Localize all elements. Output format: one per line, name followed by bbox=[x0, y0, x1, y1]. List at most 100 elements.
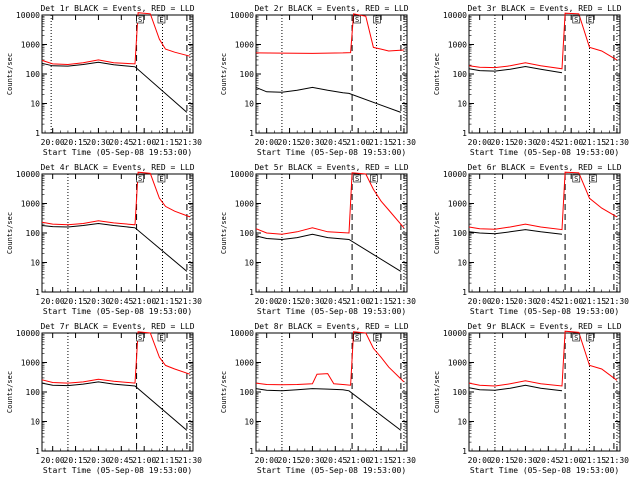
flag-label: E bbox=[159, 16, 163, 24]
series-red-lld bbox=[255, 13, 404, 54]
x-tick-label: 20:00 bbox=[255, 297, 279, 306]
flag-box bbox=[586, 333, 594, 342]
detector-panel: Det 8r BLACK = Events, RED = LLD 1 10 100 10… bbox=[220, 322, 416, 475]
flag-box bbox=[157, 15, 166, 24]
y-tick-label: 1 bbox=[35, 447, 40, 456]
x-tick-label: 20:15 bbox=[64, 138, 88, 147]
y-tick-label: 10000 bbox=[443, 170, 467, 179]
x-tick-label: 21:30 bbox=[605, 138, 629, 147]
x-tick-label: 21:30 bbox=[178, 297, 202, 306]
flag-label: S bbox=[355, 175, 359, 183]
x-tick-label: 21:00 bbox=[132, 297, 156, 306]
x-tick-label: 20:30 bbox=[300, 138, 324, 147]
y-tick-label: 1000 bbox=[21, 200, 40, 209]
x-tick-label: 21:15 bbox=[582, 456, 606, 465]
flag-box bbox=[353, 333, 361, 342]
y-tick-label: 1000 bbox=[21, 359, 40, 368]
y-tick-label: 10 bbox=[244, 418, 254, 427]
x-tick-label: 20:30 bbox=[513, 297, 537, 306]
series-black-events bbox=[41, 222, 188, 272]
y-tick-label: 10 bbox=[457, 418, 467, 427]
y-tick-label: 10 bbox=[30, 418, 40, 427]
flag-box bbox=[136, 174, 144, 183]
panel-title: Det 5r BLACK = Events, RED = LLD bbox=[254, 163, 408, 172]
detector-panel: Det 3r BLACK = Events, RED = LLD 1 10 100 10… bbox=[433, 4, 629, 157]
series-black-events bbox=[255, 388, 402, 431]
flag-label: S bbox=[355, 334, 359, 342]
x-tick-label: 20:45 bbox=[323, 138, 347, 147]
x-tick-label: 20:00 bbox=[468, 138, 492, 147]
flag-label: E bbox=[588, 16, 592, 24]
y-tick-label: 10000 bbox=[16, 329, 40, 338]
y-tick-label: 10000 bbox=[443, 329, 467, 338]
y-tick-label: 1000 bbox=[235, 41, 254, 50]
x-tick-label: 21:00 bbox=[346, 297, 370, 306]
panel-title: Det 9r BLACK = Events, RED = LLD bbox=[467, 322, 621, 331]
panel-title: Det 8r BLACK = Events, RED = LLD bbox=[254, 322, 408, 331]
flag-box bbox=[353, 174, 361, 183]
y-axis-label: Counts/sec bbox=[433, 371, 441, 413]
series-black-events bbox=[41, 381, 188, 431]
y-tick-label: 100 bbox=[453, 229, 468, 238]
flag-label: S bbox=[574, 16, 578, 24]
y-tick-label: 10 bbox=[244, 100, 254, 109]
x-axis-label: Start Time (05-Sep-08 19:53:00) bbox=[257, 307, 406, 316]
x-tick-label: 20:30 bbox=[300, 297, 324, 306]
y-tick-label: 10000 bbox=[230, 11, 254, 20]
panel-title: Det 2r BLACK = Events, RED = LLD bbox=[254, 4, 408, 13]
x-tick-label: 20:15 bbox=[491, 456, 515, 465]
x-tick-label: 21:00 bbox=[132, 138, 156, 147]
y-tick-label: 1 bbox=[249, 129, 254, 138]
x-tick-label: 20:15 bbox=[278, 297, 302, 306]
x-tick-label: 21:00 bbox=[559, 297, 583, 306]
x-axis-label: Start Time (05-Sep-08 19:53:00) bbox=[257, 466, 406, 475]
plot-frame bbox=[255, 332, 408, 452]
series-black-events bbox=[41, 61, 188, 113]
x-tick-label: 20:45 bbox=[536, 297, 560, 306]
series-black-events bbox=[468, 384, 563, 392]
detector-panel: Det 9r BLACK = Events, RED = LLD 1 10 100 10… bbox=[433, 322, 629, 475]
x-tick-label: 20:00 bbox=[468, 456, 492, 465]
flag-label: S bbox=[355, 16, 359, 24]
detector-panel: Det 1r BLACK = Events, RED = LLD 1 10 100 10… bbox=[6, 4, 202, 157]
x-tick-label: 21:30 bbox=[392, 456, 416, 465]
x-tick-label: 20:00 bbox=[41, 138, 65, 147]
flag-box bbox=[572, 333, 581, 342]
x-tick-label: 20:30 bbox=[513, 138, 537, 147]
x-tick-label: 21:15 bbox=[155, 138, 179, 147]
detector-panel: Det 5r BLACK = Events, RED = LLD 1 10 100 10… bbox=[220, 163, 416, 316]
y-axis-label: Counts/sec bbox=[220, 212, 228, 254]
panel-title: Det 3r BLACK = Events, RED = LLD bbox=[467, 4, 621, 13]
x-tick-label: 20:45 bbox=[109, 456, 133, 465]
x-tick-label: 21:30 bbox=[178, 138, 202, 147]
y-tick-label: 10000 bbox=[16, 11, 40, 20]
x-tick-label: 20:15 bbox=[278, 456, 302, 465]
plot-frame bbox=[41, 14, 194, 134]
y-tick-label: 1000 bbox=[448, 200, 467, 209]
x-tick-label: 21:15 bbox=[582, 297, 606, 306]
flag-box bbox=[586, 15, 594, 24]
series-black-events bbox=[468, 229, 563, 235]
x-axis-label: Start Time (05-Sep-08 19:53:00) bbox=[43, 148, 192, 157]
x-tick-label: 21:15 bbox=[369, 456, 393, 465]
y-tick-label: 100 bbox=[26, 229, 41, 238]
x-tick-label: 21:30 bbox=[605, 456, 629, 465]
y-tick-label: 1 bbox=[35, 288, 40, 297]
plot-frame bbox=[41, 332, 194, 452]
x-axis-label: Start Time (05-Sep-08 19:53:00) bbox=[43, 466, 192, 475]
x-tick-label: 21:15 bbox=[369, 138, 393, 147]
plot-frame bbox=[255, 173, 408, 293]
flag-box bbox=[136, 333, 144, 342]
x-tick-label: 21:30 bbox=[392, 297, 416, 306]
flag-label: S bbox=[138, 175, 142, 183]
series-red-lld bbox=[41, 171, 191, 226]
x-tick-label: 21:30 bbox=[392, 138, 416, 147]
flag-box bbox=[373, 333, 381, 342]
flag-box bbox=[572, 15, 581, 24]
x-tick-label: 21:15 bbox=[582, 138, 606, 147]
plot-frame bbox=[255, 14, 408, 134]
y-tick-label: 100 bbox=[453, 70, 468, 79]
detector-panel: Det 6r BLACK = Events, RED = LLD 1 10 100 10… bbox=[433, 163, 629, 316]
flag-label: E bbox=[375, 334, 379, 342]
